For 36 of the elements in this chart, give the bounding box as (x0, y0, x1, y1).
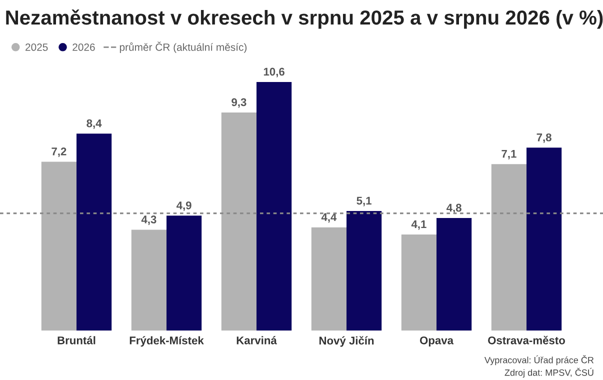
bar (41, 162, 76, 331)
text: Zdroj dat: MPSV, ČSÚ (504, 368, 594, 378)
legend-label: 2026 (72, 44, 95, 51)
data-label: 8,4 (86, 119, 102, 129)
data-label: 4,4 (321, 213, 337, 223)
bar (166, 216, 202, 331)
data-label: 7,1 (502, 150, 516, 160)
data-label: 5,1 (356, 196, 372, 206)
x-tick-label: Frýdek-Místek (130, 336, 204, 347)
x-tick-label: Ostrava-město (488, 336, 565, 344)
text: Vypracoval: Úřad práce ČR (484, 355, 594, 366)
bar (221, 112, 256, 331)
bar (76, 134, 112, 331)
x-tick-label: Karviná (236, 336, 277, 344)
x-tick-label: Nový Jičín (319, 336, 374, 347)
data-label: 4,9 (176, 201, 192, 211)
data-label: 7,8 (536, 133, 552, 143)
bar (346, 210, 382, 331)
x-tick-label: Bruntál (58, 336, 96, 344)
x-tick-label: Opava (420, 336, 454, 347)
bar (401, 234, 436, 331)
data-label: 4,8 (446, 204, 462, 214)
bar (526, 148, 562, 331)
bar (436, 218, 472, 331)
data-label: 9,3 (232, 98, 246, 108)
bar (491, 164, 526, 331)
legend-label: 2025 (26, 44, 48, 51)
data-label: 4,1 (411, 220, 426, 230)
bar (311, 227, 346, 331)
data-label: 10,6 (264, 68, 284, 78)
data-label: 7,2 (52, 148, 66, 157)
legend-label: průměr ČR (aktuální měsíc) (120, 42, 247, 53)
data-label: 4,3 (141, 216, 156, 225)
chart-title: Nezaměstnanost v okresech v srpnu 2025 a v srpnu 2026 (v %) (6, 10, 603, 29)
bar (131, 230, 166, 331)
bar (256, 82, 292, 331)
